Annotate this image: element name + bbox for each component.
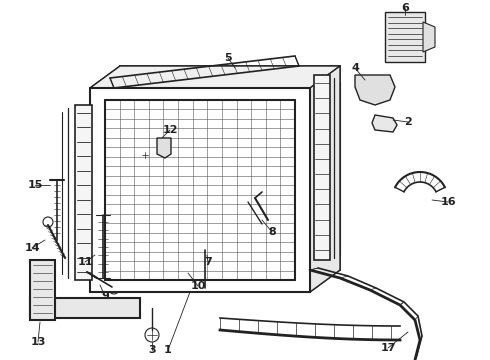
Polygon shape: [423, 22, 435, 52]
Text: 15: 15: [27, 180, 43, 190]
Text: 12: 12: [162, 125, 178, 135]
Circle shape: [160, 143, 167, 149]
Polygon shape: [30, 260, 55, 320]
Text: 1: 1: [164, 345, 172, 355]
Polygon shape: [314, 75, 330, 260]
Circle shape: [38, 300, 48, 310]
Text: 7: 7: [204, 257, 212, 267]
Polygon shape: [372, 115, 397, 132]
Circle shape: [380, 119, 388, 127]
Polygon shape: [157, 138, 171, 158]
Circle shape: [37, 269, 49, 281]
Text: 10: 10: [190, 281, 206, 291]
Polygon shape: [90, 66, 340, 88]
Polygon shape: [75, 105, 92, 280]
Circle shape: [379, 83, 387, 91]
Polygon shape: [30, 298, 140, 318]
Text: 5: 5: [224, 53, 232, 63]
Circle shape: [105, 303, 115, 313]
Text: 3: 3: [148, 345, 156, 355]
Text: 11: 11: [77, 257, 93, 267]
Text: 13: 13: [30, 337, 46, 347]
Text: 16: 16: [440, 197, 456, 207]
Polygon shape: [385, 12, 425, 62]
Text: 8: 8: [268, 227, 276, 237]
Text: 17: 17: [380, 343, 396, 353]
Text: 4: 4: [351, 63, 359, 73]
Text: 2: 2: [404, 117, 412, 127]
Text: 9: 9: [101, 291, 109, 301]
Text: 6: 6: [401, 3, 409, 13]
Polygon shape: [310, 66, 340, 292]
Text: 14: 14: [24, 243, 40, 253]
Polygon shape: [90, 88, 310, 292]
Circle shape: [361, 83, 369, 91]
Polygon shape: [355, 75, 395, 105]
